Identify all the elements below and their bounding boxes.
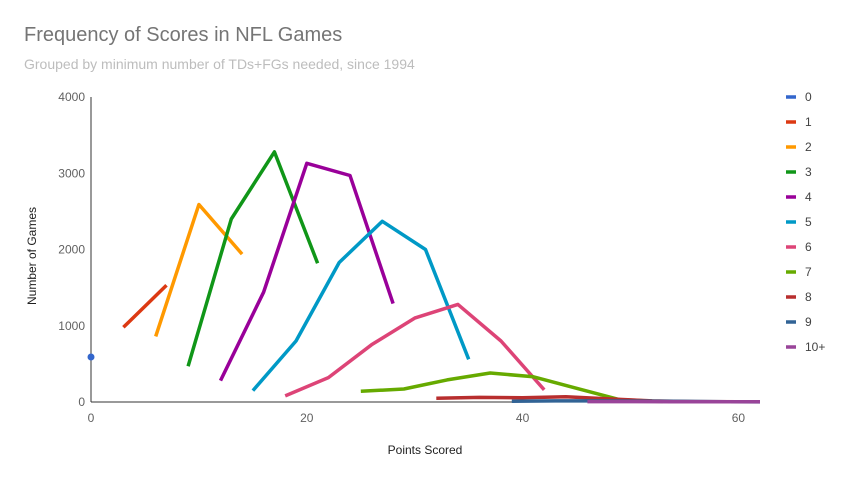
series-line-2 [154, 202, 244, 337]
legend-label-5: 5 [805, 215, 812, 229]
y-tick-label: 4000 [58, 90, 85, 104]
legend-label-6: 6 [805, 240, 812, 254]
legend-label-9: 9 [805, 315, 812, 329]
series-line-4 [218, 161, 395, 382]
legend-label-4: 4 [805, 190, 812, 204]
x-tick-label: 20 [300, 411, 314, 425]
legend-label-2: 2 [805, 140, 812, 154]
legend-label-3: 3 [805, 165, 812, 179]
legend-label-10+: 10+ [805, 340, 825, 354]
series-line-1 [122, 284, 168, 329]
y-axis-title: Number of Games [25, 207, 39, 305]
x-axis-title: Points Scored [388, 443, 463, 457]
series-line-6 [284, 302, 546, 398]
legend-label-8: 8 [805, 290, 812, 304]
legend-label-1: 1 [805, 115, 812, 129]
x-tick-label: 40 [516, 411, 530, 425]
legend-label-7: 7 [805, 265, 812, 279]
y-tick-label: 1000 [58, 319, 85, 333]
y-tick-label: 3000 [58, 166, 85, 180]
x-tick-label: 0 [88, 411, 95, 425]
y-tick-label: 2000 [58, 243, 85, 257]
x-tick-label: 60 [732, 411, 746, 425]
chart-subtitle: Grouped by minimum number of TDs+FGs nee… [24, 56, 415, 72]
series-lines [87, 150, 761, 404]
series-point-0 [87, 353, 95, 361]
legend-label-0: 0 [805, 90, 812, 104]
series-line-5 [251, 219, 471, 392]
series-line-3 [186, 150, 320, 367]
chart-title: Frequency of Scores in NFL Games [24, 24, 343, 46]
legend: 0 1 2 3 4 5 6 7 8 9 10+ [786, 90, 825, 354]
y-tick-label: 0 [78, 395, 85, 409]
